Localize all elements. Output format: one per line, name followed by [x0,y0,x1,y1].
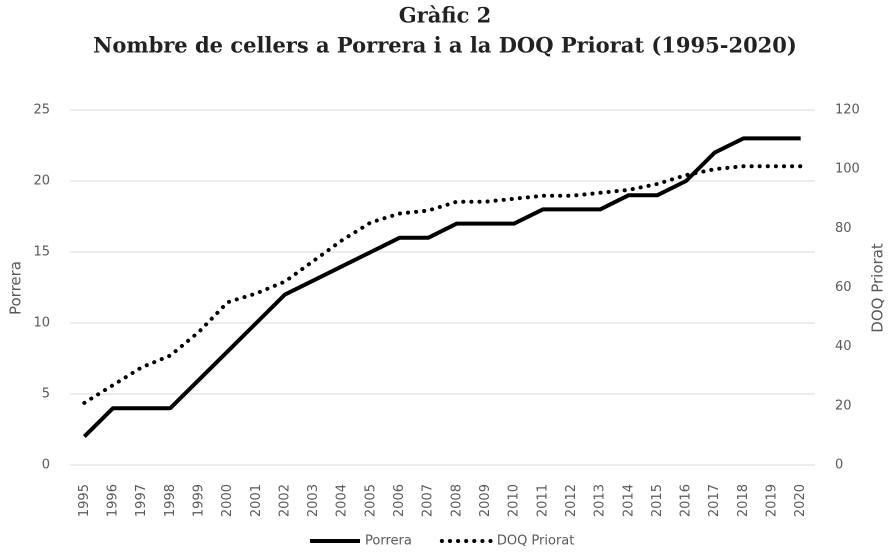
x-tick-label: 2004 [335,484,350,517]
y2-tick-label: 80 [835,221,852,236]
x-tick-label: 2005 [363,484,378,517]
y-tick-label: 5 [42,387,50,402]
y2-tick-label: 120 [835,103,860,118]
y2-tick-label: 100 [835,162,860,177]
y2-tick-label: 40 [835,339,852,354]
x-tick-label: 2001 [249,484,264,517]
x-tick-label: 2020 [793,484,808,517]
x-tick-label: 1998 [163,484,178,517]
line-series [82,136,801,439]
y-tick-label: 15 [33,245,50,260]
y-tick-label: 20 [33,174,50,189]
x-tick-label: 1995 [77,484,92,517]
y2-tick-label: 20 [835,398,852,413]
x-tick-label: 2012 [564,484,579,517]
legend-label: DOQ Priorat [497,534,575,549]
y2-axis-label: DOQ Priorat [869,243,887,333]
x-tick-label: 1999 [191,484,206,517]
chart-subtitle: Nombre de cellers a Porrera i a la DOQ P… [93,33,797,58]
x-tick-label: 2002 [277,484,292,517]
x-tick-label: 2009 [478,484,493,517]
legend-label: Porrera [365,534,412,549]
y-axis-label: Porrera [7,261,25,315]
x-tick-label: 2003 [306,484,321,517]
y-tick-label: 25 [33,103,50,118]
x-tick-label: 2011 [535,484,550,517]
y2-tick-label: 60 [835,280,852,295]
x-tick-label: 1997 [134,484,149,517]
y2-tick-label: 0 [835,458,843,473]
x-tick-label: 2008 [449,484,464,517]
x-tick-label: 2018 [736,484,751,517]
x-tick-label: 2016 [679,484,694,517]
x-tick-label: 2019 [765,484,780,517]
x-tick-label: 2000 [220,484,235,517]
x-tick-label: 2017 [707,484,722,517]
y-tick-label: 10 [33,316,50,331]
x-tick-label: 2007 [421,484,436,517]
x-tick-label: 2013 [593,484,608,517]
x-tick-label: 2010 [507,484,522,517]
x-tick-label: 1996 [105,484,120,517]
y-tick-label: 0 [42,458,50,473]
line-series [82,164,803,405]
x-tick-label: 2015 [650,484,665,517]
x-tick-label: 2006 [392,484,407,517]
chart-title: Gràfic 2 [399,3,492,28]
x-tick-label: 2014 [621,484,636,517]
